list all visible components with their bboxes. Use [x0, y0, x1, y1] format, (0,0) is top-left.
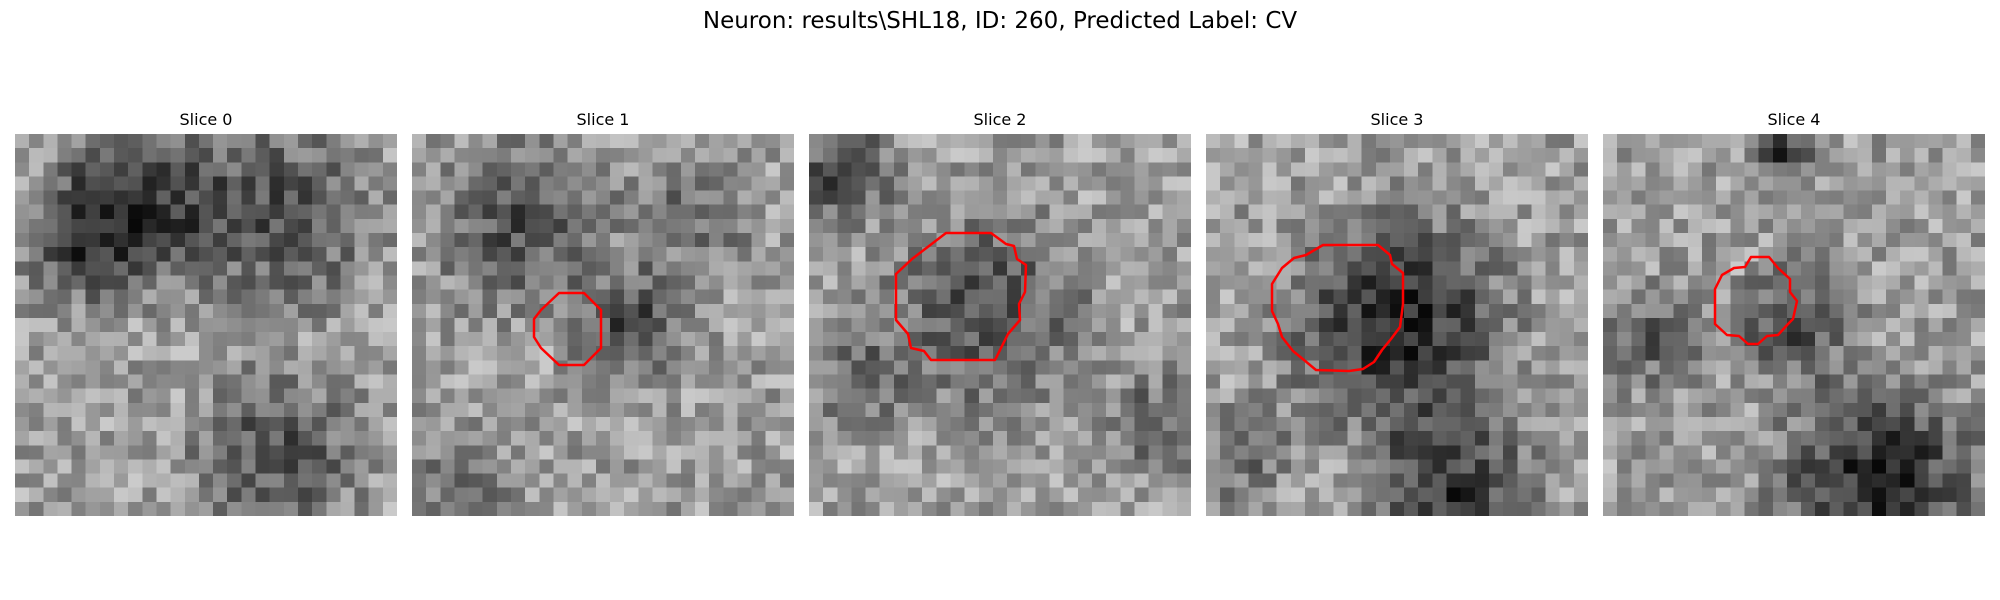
slice-grayscale-image [809, 134, 1191, 516]
roi-contour [894, 231, 1028, 362]
roi-overlay [532, 291, 603, 367]
roi-overlay [1713, 255, 1799, 346]
slice-label: Slice 1 [576, 110, 630, 129]
slice-image [412, 134, 794, 516]
slice-label: Slice 2 [973, 110, 1027, 129]
slice-grayscale-image [1206, 134, 1588, 516]
slice-grayscale-image [15, 134, 397, 516]
slice-label: Slice 4 [1767, 110, 1821, 129]
slice-panel-0: Slice 0 [15, 108, 397, 516]
roi-overlay [15, 134, 397, 516]
slice-label: Slice 3 [1370, 110, 1424, 129]
slice-image [15, 134, 397, 516]
slice-label: Slice 0 [179, 110, 233, 129]
slice-grayscale-image [412, 134, 794, 516]
roi-contour [1270, 243, 1405, 373]
slice-image [1603, 134, 1985, 516]
figure-title: Neuron: results\SHL18, ID: 260, Predicte… [702, 8, 1298, 34]
roi-contour [532, 291, 603, 367]
slice-grayscale-image [1603, 134, 1985, 516]
roi-overlay [894, 231, 1028, 362]
slice-panel-4: Slice 4 [1603, 108, 1985, 516]
roi-overlay [1270, 243, 1405, 373]
slice-image [1206, 134, 1588, 516]
slice-image [809, 134, 1191, 516]
slice-panel-3: Slice 3 [1206, 108, 1588, 516]
slice-panel-2: Slice 2 [809, 108, 1191, 516]
roi-contour [1713, 255, 1799, 346]
slice-panel-1: Slice 1 [412, 108, 794, 516]
